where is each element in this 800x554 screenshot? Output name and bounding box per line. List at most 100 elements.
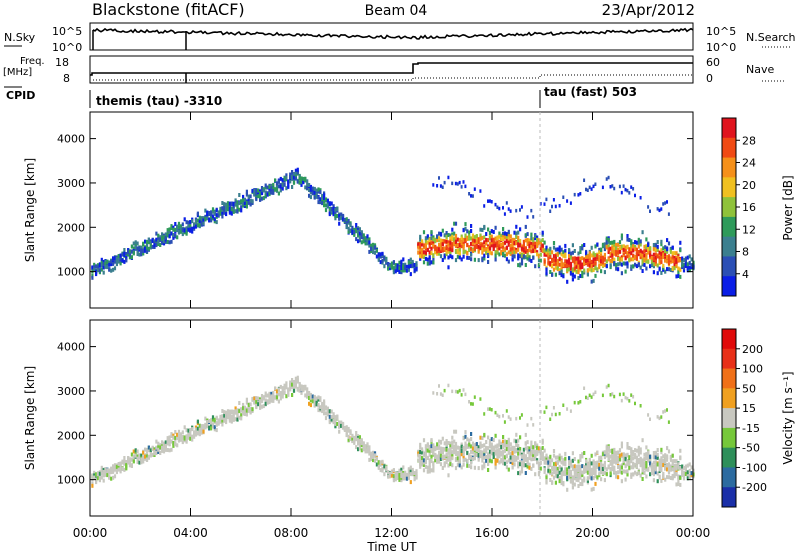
velocity-cell [613,457,616,462]
power-cell [564,248,567,253]
velocity-cell [615,460,618,465]
power-cell [592,263,595,268]
velocity-cell [439,392,442,396]
velocity-cell [144,456,147,461]
velocity-cell [652,470,655,475]
power-cell [334,213,337,218]
velocity-cell [634,401,636,406]
velocity-cell [419,459,422,464]
power-cell [536,250,539,255]
velocity-cell [666,475,669,480]
power-cell [490,234,493,239]
power-cell [487,252,490,257]
power-cell [358,238,361,243]
velocity-cell [441,436,444,441]
velocity-cell [281,391,284,396]
velocity-cell [324,416,328,421]
velocity-cell [243,405,247,410]
power-cell [466,236,469,241]
power-cell [600,253,603,258]
power-cell [528,257,531,262]
power-cell [626,264,629,269]
velocity-cell [649,454,652,459]
velocity-cell [487,446,490,451]
velocity-cell [419,452,422,457]
power-cell [100,267,103,272]
power-cell [102,259,105,264]
velocity-cell [422,438,426,443]
velocity-cell [588,462,591,467]
power-cell [536,235,539,240]
power-cell [566,267,569,272]
velocity-cell [586,466,589,470]
power-cell [419,248,422,252]
velocity-cell [520,465,524,470]
power-cell [253,192,256,197]
velocity-cell [309,398,312,403]
power-cell [279,184,282,189]
power-cell [654,243,657,248]
velocity-cell [447,441,450,445]
velocity-cell [545,475,548,480]
velocity-cell [592,392,595,397]
power-cell [635,240,638,245]
velocity-cell [639,404,642,408]
velocity-cell [436,446,439,451]
velocity-cell [426,442,429,447]
power-cell [379,260,382,265]
power-cell [130,249,133,254]
velocity-cell [302,384,305,389]
velocity-cell [654,455,657,460]
power-cell [581,262,584,267]
power-cell [649,209,651,213]
power-cell [522,239,525,244]
power-cell [358,227,361,232]
velocity-cell [479,454,482,459]
power-cell [507,229,510,234]
power-cell [598,263,601,268]
velocity-cell [534,453,537,457]
power-cell [187,224,190,229]
velocity-cell [392,468,395,473]
power-cell [473,257,476,262]
power-cell [564,243,567,248]
velocity-cell [624,456,627,461]
power-cell [445,247,448,251]
velocity-cell [581,473,584,478]
velocity-cell [260,396,264,401]
velocity-cell [598,455,601,460]
x-tick-label: 00:00 [676,526,711,540]
velocity-cell [319,398,322,403]
velocity-cell [366,449,369,454]
velocity-cell [249,407,252,412]
power-cell [571,256,574,261]
velocity-cell [688,468,691,473]
power-cell [100,260,103,265]
velocity-cell [645,467,648,472]
velocity-cell [255,399,258,404]
velocity-cell [579,454,582,458]
velocity-cell [400,474,403,479]
power-cell [569,270,573,275]
power-cell [221,211,224,216]
power-cell [306,186,309,191]
colorbar-tick-label: 16 [742,201,756,214]
power-cell [454,181,457,186]
velocity-cell [434,447,437,452]
velocity-cell [537,471,541,475]
power-cell [460,244,463,249]
velocity-cell [311,394,314,399]
power-cell [174,233,177,238]
velocity-cell [247,408,250,413]
velocity-cell [332,414,335,419]
colorbar-swatch [722,118,736,139]
velocity-cell [492,452,495,457]
power-cell [592,253,595,258]
power-cell [611,246,614,250]
power-cell [635,264,638,269]
nave-tick-bottom: 0 [706,72,713,85]
velocity-cell [605,467,608,472]
velocity-cell [409,480,412,485]
velocity-cell [487,435,490,440]
velocity-cell [424,444,427,449]
